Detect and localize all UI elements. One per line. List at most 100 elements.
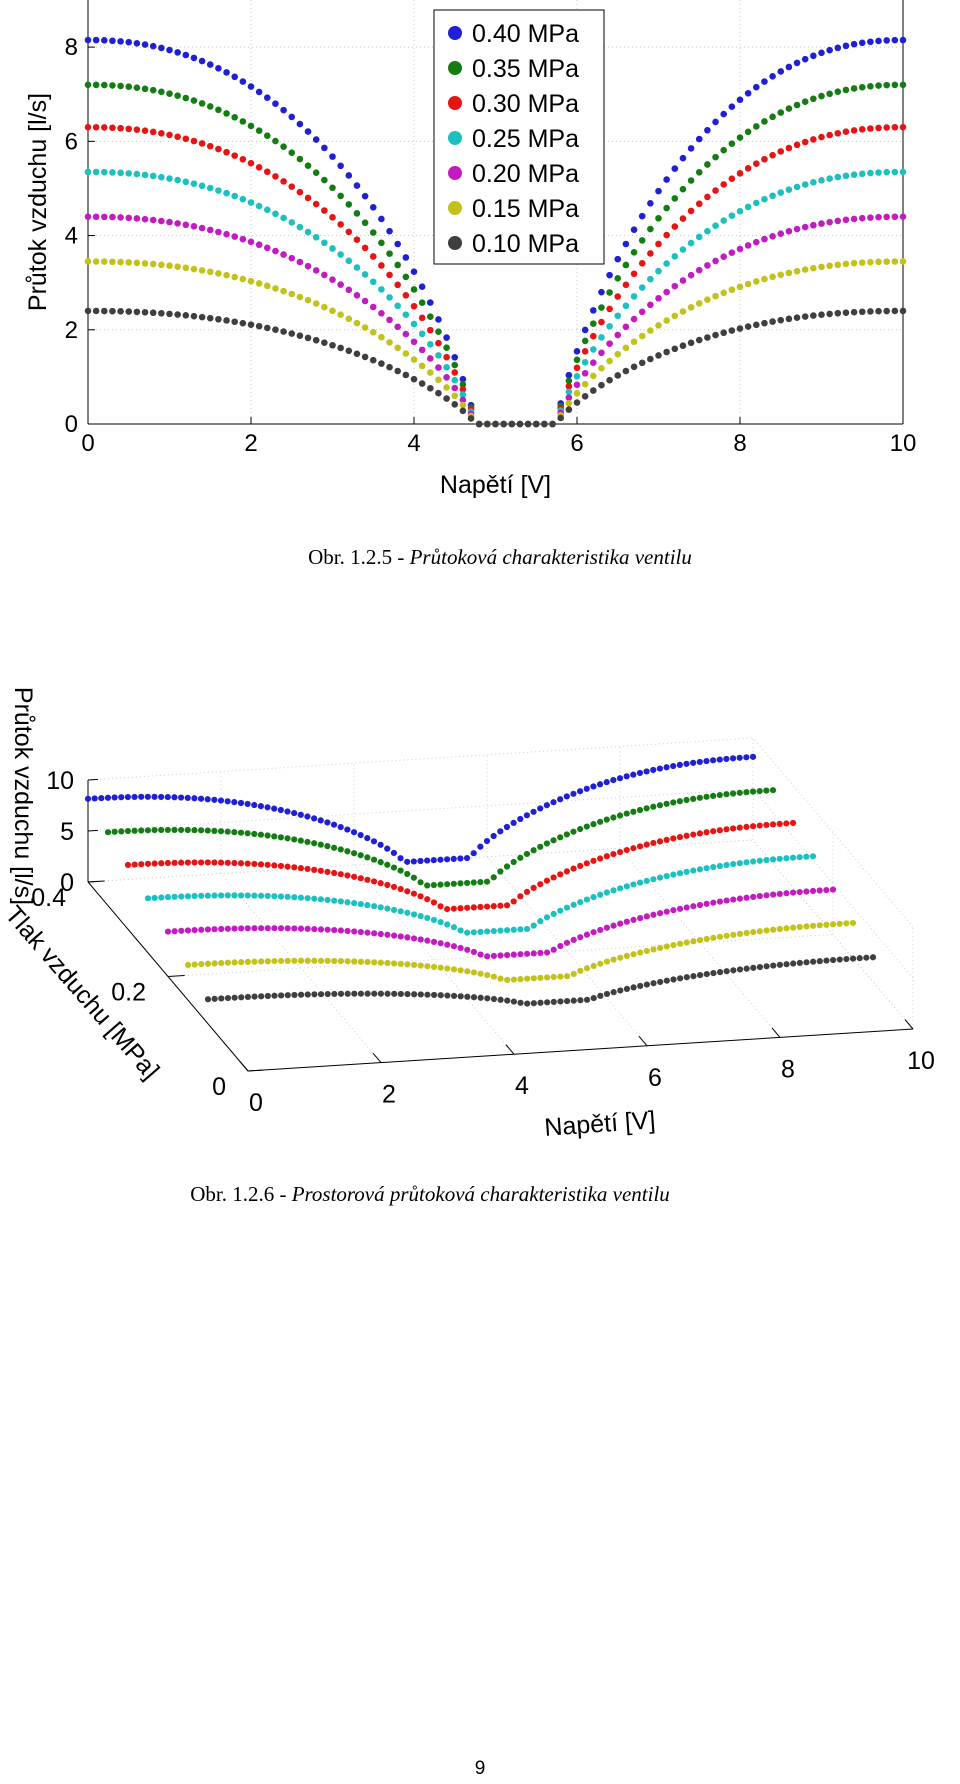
- data-point: [418, 299, 426, 306]
- data-point: [337, 927, 344, 934]
- data-point: [264, 804, 271, 811]
- data-point: [109, 37, 116, 45]
- data-point: [149, 42, 157, 50]
- data-point: [443, 353, 450, 361]
- data-point: [353, 210, 361, 217]
- data-point: [231, 959, 238, 966]
- data-point: [251, 925, 258, 932]
- data-point: [590, 307, 597, 314]
- data-point: [377, 859, 384, 866]
- data-point: [497, 975, 504, 982]
- data-point: [304, 262, 312, 270]
- x-tick-label: 10: [907, 1047, 935, 1075]
- data-point: [617, 920, 624, 927]
- data-point: [450, 905, 457, 912]
- data-point: [650, 839, 657, 847]
- data-point: [364, 902, 371, 909]
- data-point: [891, 36, 899, 44]
- data-point: [517, 854, 524, 861]
- data-point: [337, 344, 344, 352]
- data-point: [238, 959, 245, 966]
- data-point: [570, 865, 577, 872]
- data-point: [614, 293, 622, 300]
- data-point: [369, 229, 377, 236]
- data-point: [384, 959, 391, 967]
- data-point: [875, 307, 882, 315]
- data-point: [371, 903, 378, 910]
- data-point: [353, 264, 361, 271]
- data-point: [304, 128, 312, 135]
- data-point: [291, 925, 298, 932]
- series3d-030: [124, 819, 797, 913]
- data-point: [391, 990, 398, 997]
- data-point: [850, 40, 858, 48]
- data-point: [590, 346, 597, 353]
- x-tick: [638, 1036, 648, 1047]
- data-point: [537, 843, 544, 850]
- data-point: [622, 281, 630, 289]
- data-point: [484, 420, 491, 428]
- data-point: [583, 896, 591, 903]
- data-point: [712, 153, 719, 161]
- data-point: [424, 937, 431, 944]
- data-point: [530, 1000, 537, 1007]
- data-point: [435, 339, 442, 347]
- data-point: [435, 316, 442, 323]
- data-point: [178, 893, 185, 900]
- data-point: [337, 846, 344, 853]
- data-point: [720, 110, 727, 118]
- data-point: [623, 883, 630, 890]
- data-point: [190, 180, 198, 187]
- data-point: [801, 181, 809, 188]
- data-point: [590, 359, 597, 366]
- data-point: [687, 207, 695, 215]
- data-point: [329, 341, 336, 349]
- data-point: [218, 859, 225, 866]
- data-point: [785, 315, 793, 323]
- data-point: [190, 223, 198, 230]
- data-point: [743, 823, 750, 830]
- data-point: [329, 153, 336, 160]
- data-point: [728, 103, 736, 110]
- data-point: [663, 977, 670, 984]
- data-point: [427, 313, 434, 321]
- data-point: [598, 349, 605, 357]
- data-point: [291, 864, 298, 871]
- data-point: [158, 44, 165, 52]
- data-point: [272, 137, 279, 145]
- y-tick-label: 0: [212, 1073, 226, 1101]
- data-point: [117, 308, 124, 315]
- data-point: [671, 195, 679, 202]
- z-tick-label: 5: [60, 818, 74, 846]
- chart-3d-points: [84, 753, 877, 1007]
- data-point: [606, 376, 613, 384]
- data-point: [215, 65, 222, 72]
- data-point: [344, 927, 351, 935]
- z-tick: [87, 778, 99, 781]
- data-point: [404, 870, 411, 878]
- data-point: [657, 944, 664, 951]
- data-point: [716, 898, 724, 905]
- data-point: [657, 978, 664, 986]
- data-point: [435, 352, 442, 359]
- data-point: [344, 958, 351, 965]
- data-point: [856, 955, 863, 962]
- data-point: [166, 46, 173, 54]
- data-point: [744, 323, 752, 330]
- data-point: [291, 894, 298, 901]
- data-point: [174, 133, 181, 141]
- data-point: [378, 360, 385, 367]
- data-point: [166, 310, 173, 318]
- data-point: [816, 958, 823, 965]
- data-point: [728, 212, 736, 220]
- data-point: [590, 894, 597, 901]
- data-point: [144, 793, 151, 800]
- data-point: [204, 926, 211, 933]
- data-point: [623, 918, 630, 925]
- data-point: [280, 143, 287, 151]
- data-point: [671, 223, 679, 230]
- data-point: [671, 345, 679, 353]
- data-point: [598, 288, 605, 296]
- x-tick-label: 8: [781, 1055, 795, 1083]
- data-point: [284, 863, 291, 870]
